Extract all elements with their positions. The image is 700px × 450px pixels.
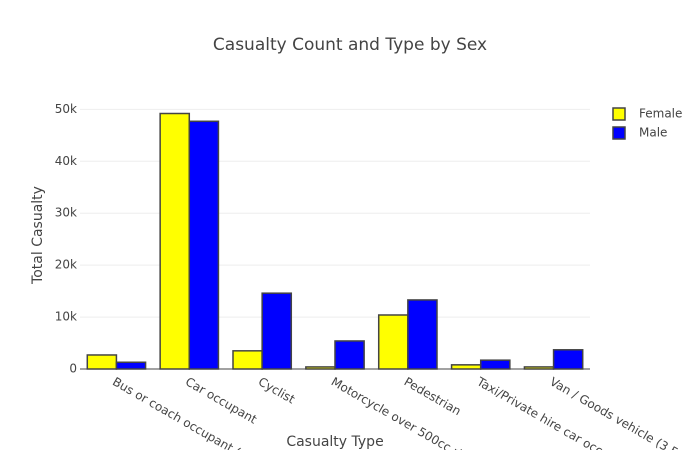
y-tick-label: 40k <box>55 154 77 168</box>
y-tick-label: 10k <box>55 310 77 324</box>
legend-label: Male <box>639 126 667 140</box>
x-tick-label: Cyclist <box>256 375 298 407</box>
legend-label: Female <box>639 107 682 121</box>
y-tick-label: 20k <box>55 258 77 272</box>
bar <box>407 299 438 370</box>
x-axis-title: Casualty Type <box>286 434 383 450</box>
bar <box>552 349 584 370</box>
y-tick-label: 0 <box>69 362 77 376</box>
y-tick-label: 30k <box>55 206 77 220</box>
bar <box>479 359 511 370</box>
y-tick-label: 50k <box>55 102 77 116</box>
bar <box>115 361 147 370</box>
bar <box>450 364 482 370</box>
bar <box>159 112 191 370</box>
bar <box>86 354 118 370</box>
bar <box>377 314 409 370</box>
y-axis-title: Total Casualty <box>30 186 46 285</box>
legend-swatch <box>612 126 626 140</box>
bar <box>188 120 220 370</box>
chart-title: Casualty Count and Type by Sex <box>213 35 487 55</box>
bar <box>261 292 293 370</box>
bar <box>334 340 365 370</box>
bar <box>232 350 263 370</box>
x-tick-label: Pedestrian <box>402 375 464 419</box>
legend-swatch <box>612 107 626 121</box>
